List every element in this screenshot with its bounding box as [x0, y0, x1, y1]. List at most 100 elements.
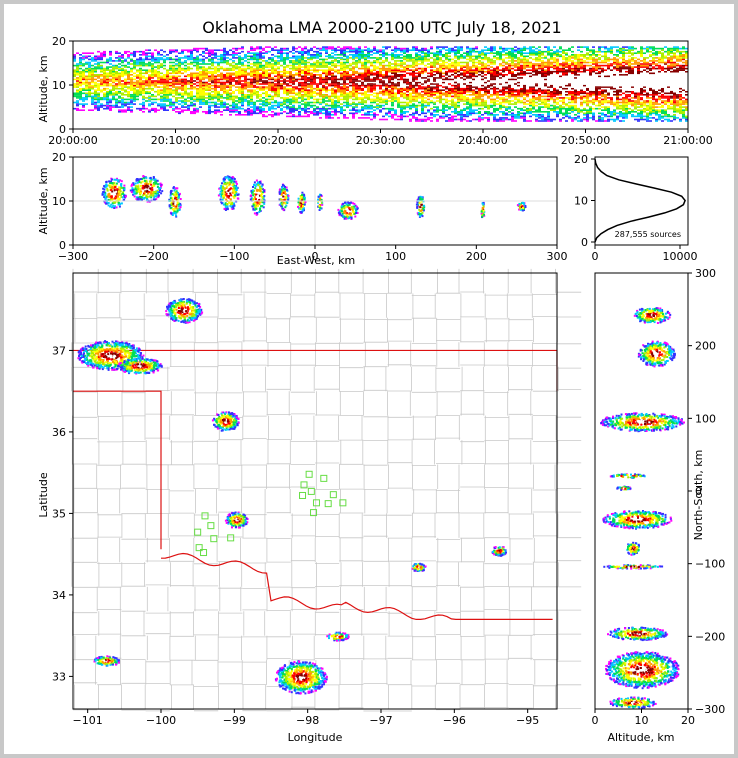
top-density-cell: [106, 83, 109, 85]
top-density-cell: [496, 50, 499, 53]
top-density-cell: [484, 46, 487, 48]
top-density-cell: [499, 52, 502, 54]
top-density-cell: [271, 81, 274, 84]
top-density-cell: [463, 90, 466, 93]
top-density-cell: [466, 47, 469, 50]
top-density-cell: [244, 60, 247, 62]
top-density-cell: [505, 107, 508, 110]
top-density-cell: [154, 86, 157, 88]
top-density-cell: [271, 114, 274, 116]
top-density-cell: [313, 109, 316, 111]
top-density-cell: [379, 77, 382, 79]
top-density-cell: [277, 94, 280, 96]
top-density-cell: [160, 107, 163, 110]
top-density-cell: [334, 47, 337, 50]
top-density-cell: [322, 46, 325, 48]
top-density-cell: [217, 55, 220, 58]
top-density-cell: [205, 69, 208, 71]
top-density-cell: [106, 67, 109, 70]
top-density-cell: [154, 75, 157, 78]
top-density-cell: [490, 69, 493, 71]
top-density-cell: [283, 60, 286, 62]
top-density-cell: [184, 78, 187, 81]
top-density-cell: [154, 101, 157, 104]
top-density-cell: [493, 120, 496, 122]
top-density-cell: [268, 84, 271, 87]
top-density-cell: [220, 58, 223, 61]
top-density-cell: [310, 72, 313, 75]
top-density-cell: [325, 94, 328, 96]
top-density-cell: [499, 75, 502, 78]
top-density-cell: [193, 77, 196, 79]
top-density-cell: [538, 58, 541, 61]
top-density-cell: [385, 112, 388, 115]
top-density-cell: [385, 64, 388, 67]
top-density-cell: [181, 50, 184, 53]
top-density-cell: [220, 54, 223, 56]
top-density-cell: [319, 77, 322, 79]
top-density-cell: [163, 97, 166, 99]
top-density-cell: [412, 103, 415, 105]
top-density-cell: [499, 87, 502, 90]
top-density-cell: [232, 55, 235, 58]
top-density-cell: [460, 78, 463, 81]
top-density-cell: [511, 90, 514, 93]
top-density-cell: [202, 90, 205, 93]
top-density-cell: [352, 115, 355, 118]
top-density-cell: [292, 95, 295, 98]
top-density-cell: [94, 75, 97, 78]
top-density-cell: [334, 78, 337, 81]
top-density-cell: [283, 47, 286, 50]
top-density-cell: [181, 89, 184, 91]
top-density-cell: [214, 55, 217, 58]
top-density-cell: [499, 111, 502, 113]
top-density-cell: [415, 57, 418, 59]
top-density-cell: [310, 57, 313, 59]
top-density-cell: [187, 69, 190, 71]
top-density-cell: [361, 107, 364, 110]
top-density-cell: [196, 95, 199, 98]
top-density-cell: [208, 107, 211, 110]
top-density-cell: [325, 109, 328, 111]
top-density-cell: [406, 49, 409, 51]
top-density-cell: [361, 89, 364, 91]
top-density-cell: [538, 54, 541, 56]
top-density-cell: [172, 84, 175, 87]
top-density-cell: [517, 112, 520, 115]
top-density-cell: [166, 70, 169, 73]
top-density-cell: [259, 50, 262, 53]
top-density-cell: [97, 101, 100, 104]
top-density-cell: [121, 106, 124, 108]
top-density-cell: [298, 74, 301, 76]
top-density-cell: [397, 100, 400, 102]
top-density-cell: [295, 78, 298, 81]
top-density-cell: [304, 109, 307, 111]
top-density-cell: [334, 77, 337, 79]
top-density-cell: [271, 67, 274, 70]
top-density-cell: [265, 87, 268, 90]
top-density-cell: [397, 54, 400, 56]
top-density-cell: [484, 101, 487, 104]
top-density-cell: [88, 90, 91, 93]
top-density-cell: [301, 57, 304, 59]
top-density-cell: [466, 70, 469, 73]
top-density-cell: [247, 95, 250, 98]
top-density-cell: [292, 115, 295, 118]
top-density-cell: [331, 107, 334, 110]
top-density-cell: [415, 89, 418, 91]
top-density-cell: [151, 81, 154, 84]
top-density-cell: [547, 100, 550, 102]
top-density-cell: [367, 95, 370, 98]
top-density-cell: [148, 69, 151, 71]
top-density-cell: [280, 49, 283, 51]
top-density-cell: [262, 75, 265, 78]
top-density-cell: [268, 72, 271, 75]
top-density-cell: [229, 49, 232, 51]
top-density-cell: [463, 61, 466, 64]
top-density-cell: [370, 98, 373, 101]
top-density-cell: [175, 72, 178, 75]
top-density-cell: [127, 81, 130, 84]
top-density-cell: [466, 84, 469, 87]
top-density-cell: [277, 80, 280, 82]
top-density-cell: [463, 115, 466, 118]
